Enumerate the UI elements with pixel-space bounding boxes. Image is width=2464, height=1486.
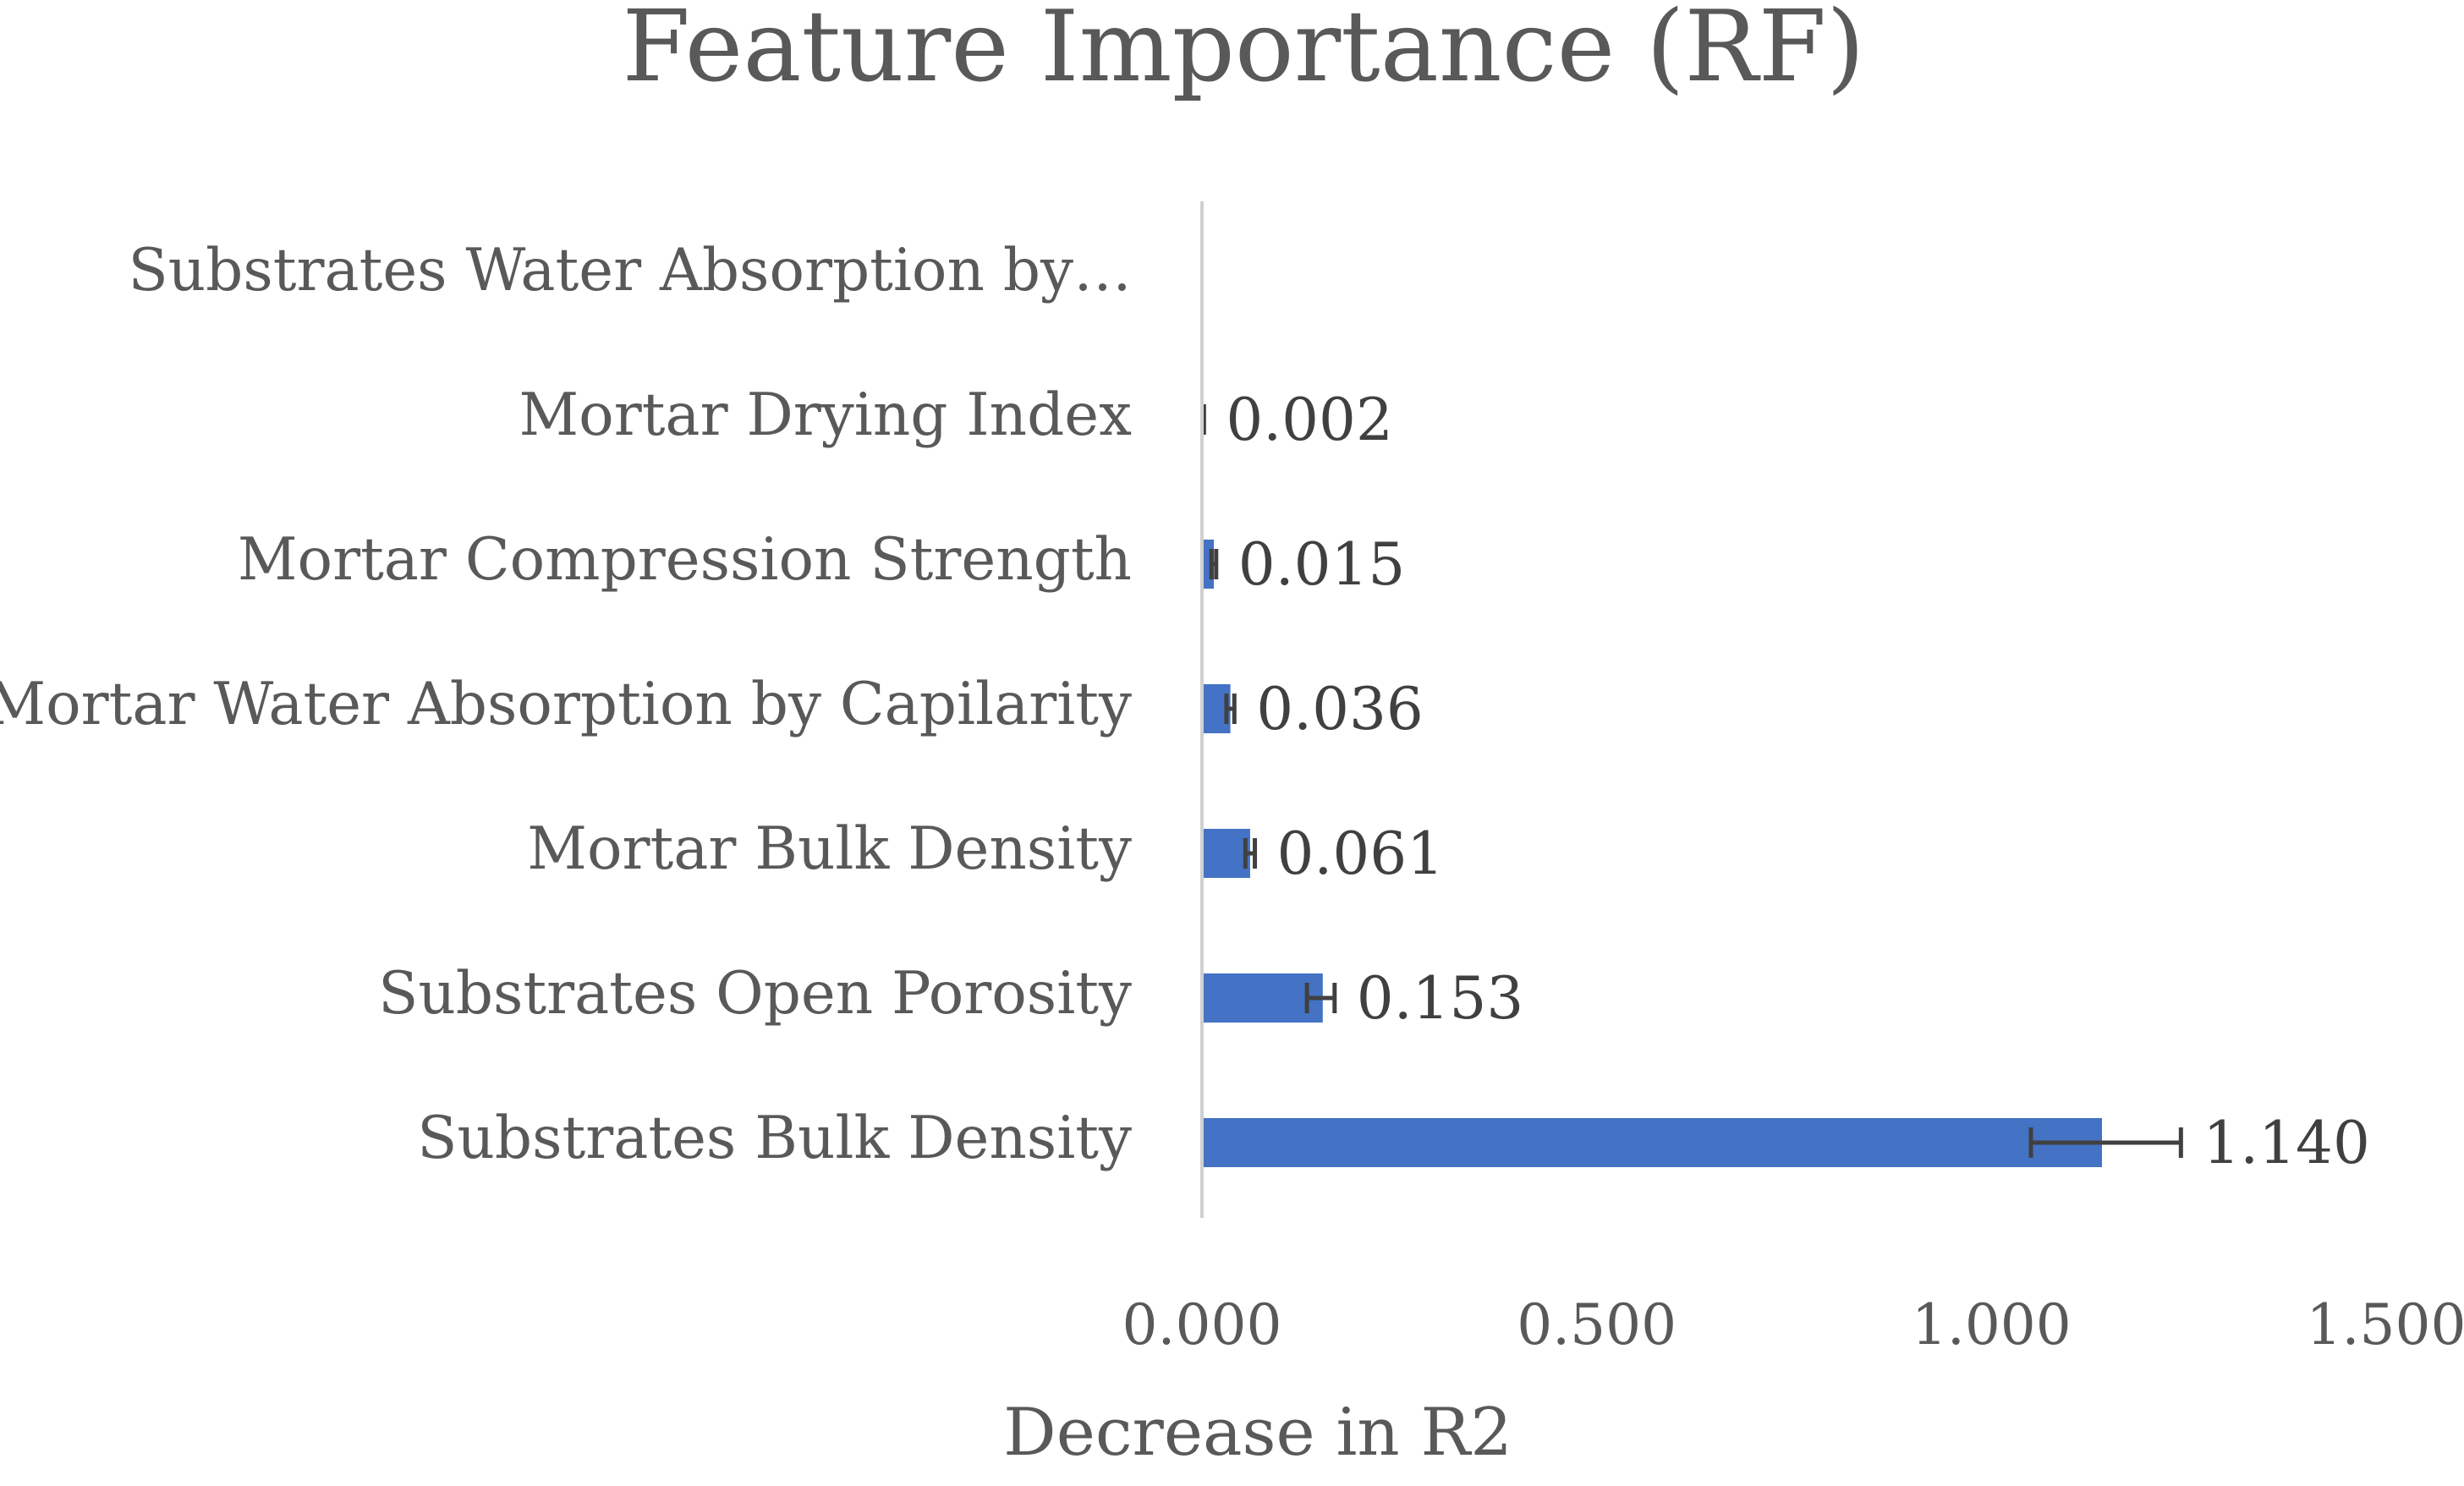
data-label: 1.140 (2203, 1110, 2370, 1177)
x-tick-label: 0.500 (1517, 1292, 1677, 1357)
chart-title: Feature Importance (RF) (623, 0, 1865, 104)
data-label: 0.002 (1226, 387, 1393, 454)
category-label: Substrates Bulk Density (417, 1105, 1132, 1172)
x-tick-label: 0.000 (1122, 1292, 1282, 1357)
category-label: Substrates Open Porosity (378, 960, 1132, 1028)
data-label: 0.153 (1357, 965, 1524, 1033)
error-bar (1243, 838, 1258, 869)
x-axis-title: Decrease in R2 (1003, 1395, 1512, 1471)
x-tick-label: 1.000 (1912, 1292, 2072, 1357)
category-label: Substrates Water Absorption by… (128, 237, 1132, 304)
error-bar (1209, 549, 1219, 579)
error-bar (1224, 694, 1237, 724)
data-label: 0.036 (1256, 676, 1424, 743)
data-label: 0.061 (1277, 820, 1445, 888)
bar (1202, 973, 1323, 1023)
error-bar (2028, 1127, 2183, 1158)
category-label: Mortar Drying Index (519, 381, 1133, 449)
x-tick-label: 1.500 (2307, 1292, 2464, 1357)
data-label: 0.015 (1238, 531, 1406, 599)
plot-area: Substrates Water Absorption by… Mortar Dr… (0, 201, 2370, 1218)
category-label: Mortar Bulk Density (527, 815, 1132, 883)
error-bar (1304, 983, 1337, 1013)
category-label: Mortar Compression Strength (238, 526, 1132, 594)
category-label: Mortar Water Absorption by Capilarity (0, 671, 1132, 738)
bar (1202, 829, 1250, 878)
x-axis-ticks: 0.000 0.500 1.000 1.500 (1122, 1292, 2464, 1357)
bar (1202, 1118, 2102, 1167)
